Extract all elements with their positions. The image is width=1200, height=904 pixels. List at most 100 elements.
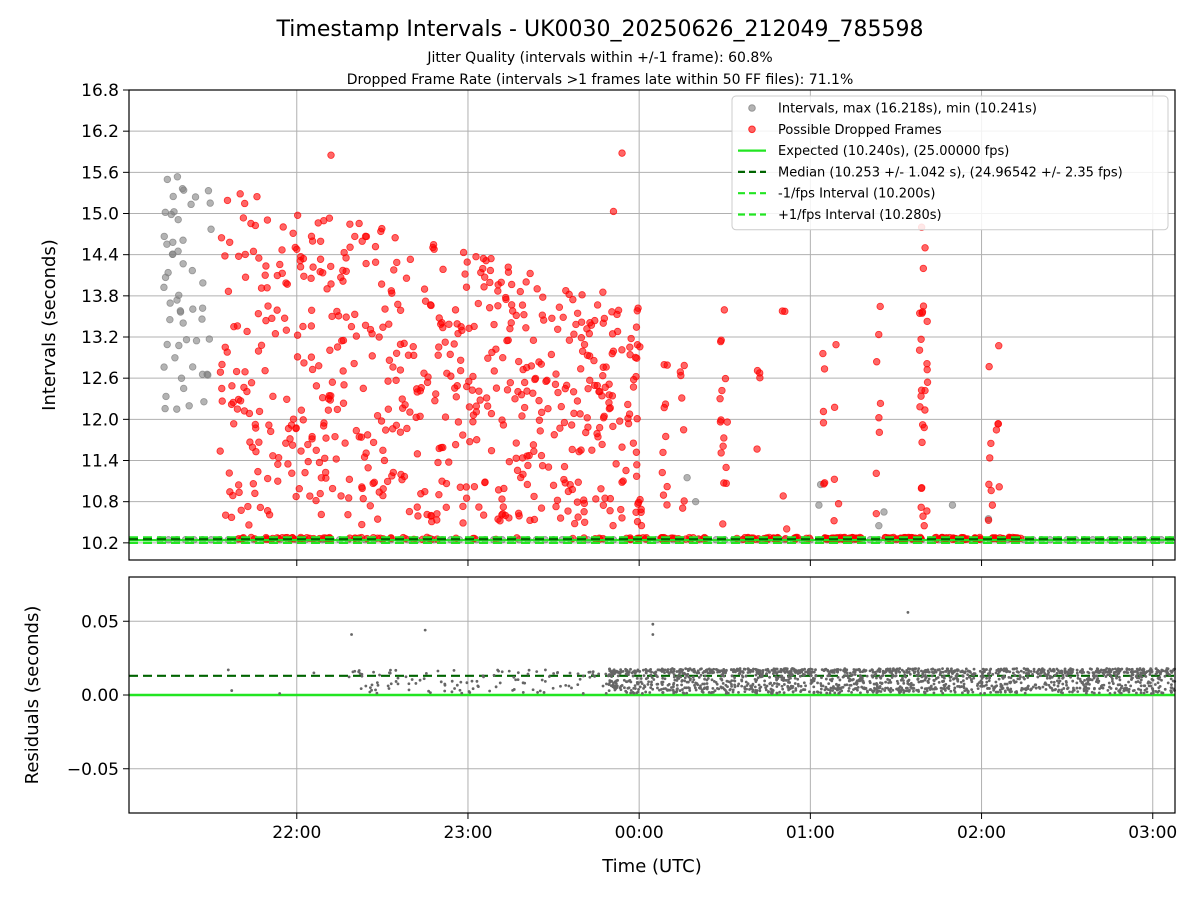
data-point (921, 406, 929, 414)
data-point (279, 223, 287, 231)
residual-point (637, 687, 640, 691)
data-point (781, 307, 789, 316)
residual-point (932, 682, 936, 686)
residual-point (654, 670, 658, 674)
residual-point (230, 689, 234, 692)
residual-point (1165, 667, 1169, 670)
data-point (307, 322, 316, 330)
data-point (574, 478, 582, 486)
residual-point (850, 690, 853, 694)
data-point (663, 361, 671, 369)
data-point (570, 409, 578, 418)
data-point (577, 446, 585, 454)
data-point (327, 262, 335, 271)
data-point (583, 414, 591, 422)
residual-point (854, 668, 858, 672)
data-point (880, 508, 888, 516)
residual-point (774, 675, 778, 679)
residual-point (985, 668, 988, 671)
data-point (240, 199, 249, 208)
residual-point (892, 667, 895, 671)
residual-point (799, 690, 803, 694)
data-point (261, 271, 269, 279)
residual-point (987, 679, 991, 683)
residual-point (833, 668, 837, 672)
residual-point (375, 691, 379, 695)
data-point (612, 460, 620, 468)
residual-point (597, 672, 601, 676)
residual-point (941, 680, 945, 684)
data-point (409, 342, 417, 351)
data-point (262, 316, 270, 325)
residual-point (1057, 676, 1061, 680)
data-point (327, 280, 335, 288)
data-point (429, 243, 437, 252)
data-point (462, 494, 471, 502)
residual-point (881, 669, 885, 673)
residual-point (1106, 673, 1110, 677)
residual-point (661, 676, 665, 680)
residual-point (751, 688, 755, 692)
residual-point (923, 691, 927, 695)
data-point (723, 418, 732, 426)
data-point (502, 295, 510, 304)
data-point (396, 428, 405, 436)
data-point (262, 262, 270, 270)
data-point (613, 310, 621, 319)
legend-entry-label: +1/fps Interval (10.280s) (778, 208, 942, 223)
data-point (254, 309, 263, 318)
residual-point (994, 671, 998, 675)
data-point (240, 407, 249, 415)
residual-point (404, 675, 408, 679)
data-point (451, 306, 460, 314)
residual-point (482, 675, 485, 679)
residual-point (1095, 678, 1099, 682)
data-point (480, 283, 488, 291)
data-point (465, 377, 473, 386)
residual-point (492, 673, 496, 677)
data-point (720, 306, 729, 314)
residual-point (705, 682, 709, 685)
residual-point (1022, 667, 1026, 670)
residual-point (826, 674, 830, 678)
residual-point (1116, 668, 1120, 672)
residual-point (1052, 683, 1056, 687)
data-point (618, 149, 626, 157)
data-point (503, 386, 512, 394)
data-point (169, 192, 177, 201)
residual-point (981, 667, 985, 671)
residual-point (1027, 672, 1031, 676)
residual-point (619, 670, 622, 674)
data-point (293, 331, 302, 339)
residual-point (878, 670, 882, 673)
residual-point (670, 667, 674, 670)
data-point (241, 250, 249, 259)
residual-point (1071, 690, 1074, 694)
data-point (717, 416, 725, 424)
intervals-panel: 10.210.811.412.012.613.213.814.415.015.6… (39, 81, 1176, 566)
data-point (254, 347, 263, 355)
data-point (629, 383, 638, 391)
data-point (179, 260, 187, 268)
residual-point (902, 679, 905, 682)
data-point (295, 485, 303, 493)
data-point (255, 407, 264, 416)
residual-point (721, 681, 725, 685)
data-point (570, 519, 579, 528)
data-point (240, 383, 248, 392)
residual-point (1160, 668, 1164, 672)
x-tick-label: 22:00 (272, 823, 321, 843)
residual-point (868, 680, 872, 683)
residual-point (923, 669, 927, 673)
data-point (557, 402, 565, 411)
data-point (782, 525, 791, 533)
data-point (406, 408, 414, 416)
intervals-ytick-label: 10.8 (81, 493, 119, 513)
data-point (218, 397, 226, 405)
residual-point (763, 683, 766, 687)
data-point (182, 335, 191, 344)
intervals-ytick-label: 16.2 (81, 122, 119, 142)
data-point (556, 514, 565, 522)
residual-point (1143, 688, 1147, 692)
residual-point (983, 691, 986, 695)
